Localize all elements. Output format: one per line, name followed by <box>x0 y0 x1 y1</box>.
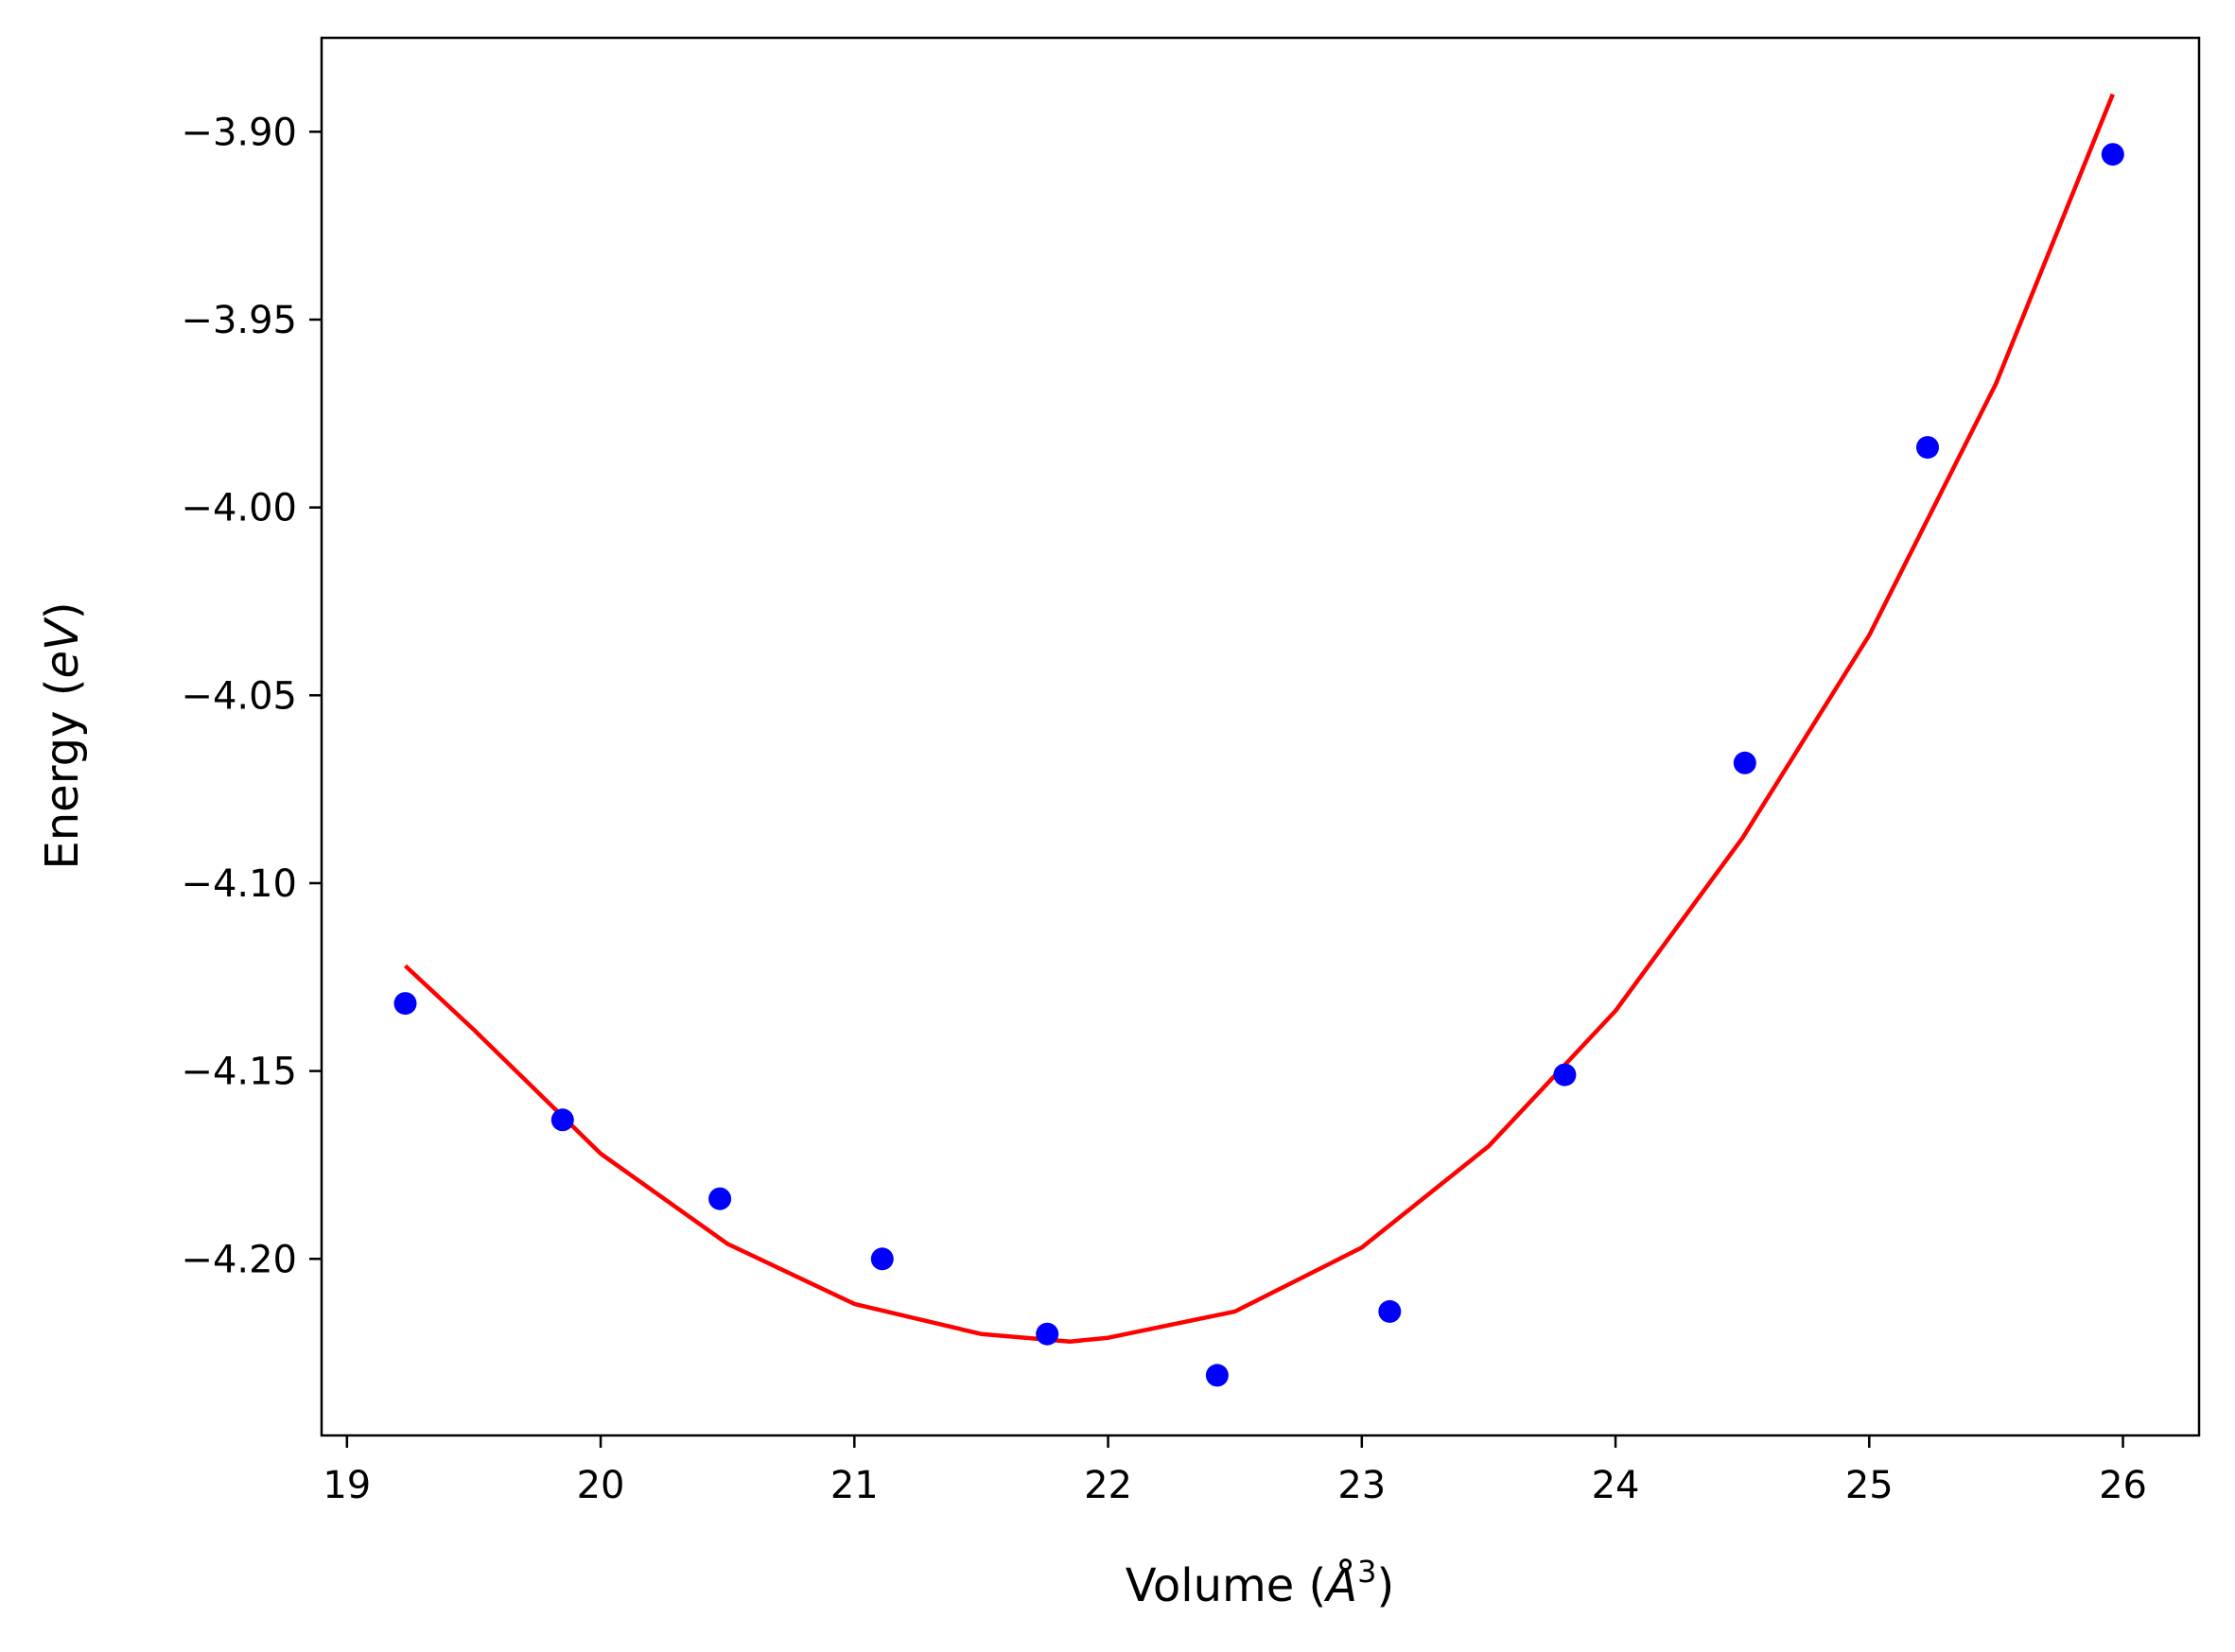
data-point <box>1205 1364 1229 1387</box>
data-point <box>1036 1322 1059 1346</box>
data-point <box>1553 1063 1577 1087</box>
data-point <box>1733 751 1756 774</box>
y-axis-ticks: −3.90 −3.95 −4.00 −4.05 −4.10 −4.15 −4.20 <box>181 111 322 1281</box>
x-axis-label: Volume (Å3) <box>1126 1554 1394 1612</box>
data-point <box>393 992 417 1016</box>
x-tick-label: 22 <box>1084 1464 1132 1507</box>
plot-content <box>393 93 2124 1387</box>
data-point <box>2101 143 2124 166</box>
data-point <box>708 1187 732 1210</box>
x-tick-label: 21 <box>830 1464 879 1507</box>
x-tick-label: 23 <box>1337 1464 1386 1507</box>
data-point <box>1378 1299 1402 1323</box>
x-tick-label: 19 <box>323 1464 371 1507</box>
fit-curve-line <box>403 93 2115 1344</box>
y-tick-label: −4.15 <box>181 1051 297 1094</box>
plot-frame <box>320 36 2201 1437</box>
data-point <box>550 1108 574 1132</box>
y-tick-label: −4.05 <box>181 674 297 718</box>
y-tick-label: −4.10 <box>181 862 297 906</box>
x-tick-label: 24 <box>1592 1464 1640 1507</box>
x-axis-ticks: 19 20 21 22 23 24 25 26 <box>323 1435 2147 1507</box>
y-tick-label: −4.00 <box>181 487 297 530</box>
y-tick-label: −3.90 <box>181 111 297 154</box>
x-tick-label: 26 <box>2099 1464 2147 1507</box>
y-tick-label: −3.95 <box>181 299 297 342</box>
y-axis-label: Energy (eV) <box>36 601 89 869</box>
x-tick-label: 20 <box>577 1464 625 1507</box>
data-point <box>870 1247 894 1271</box>
y-tick-label: −4.20 <box>181 1238 297 1281</box>
x-tick-label: 25 <box>1845 1464 1894 1507</box>
data-point <box>1916 436 1939 460</box>
